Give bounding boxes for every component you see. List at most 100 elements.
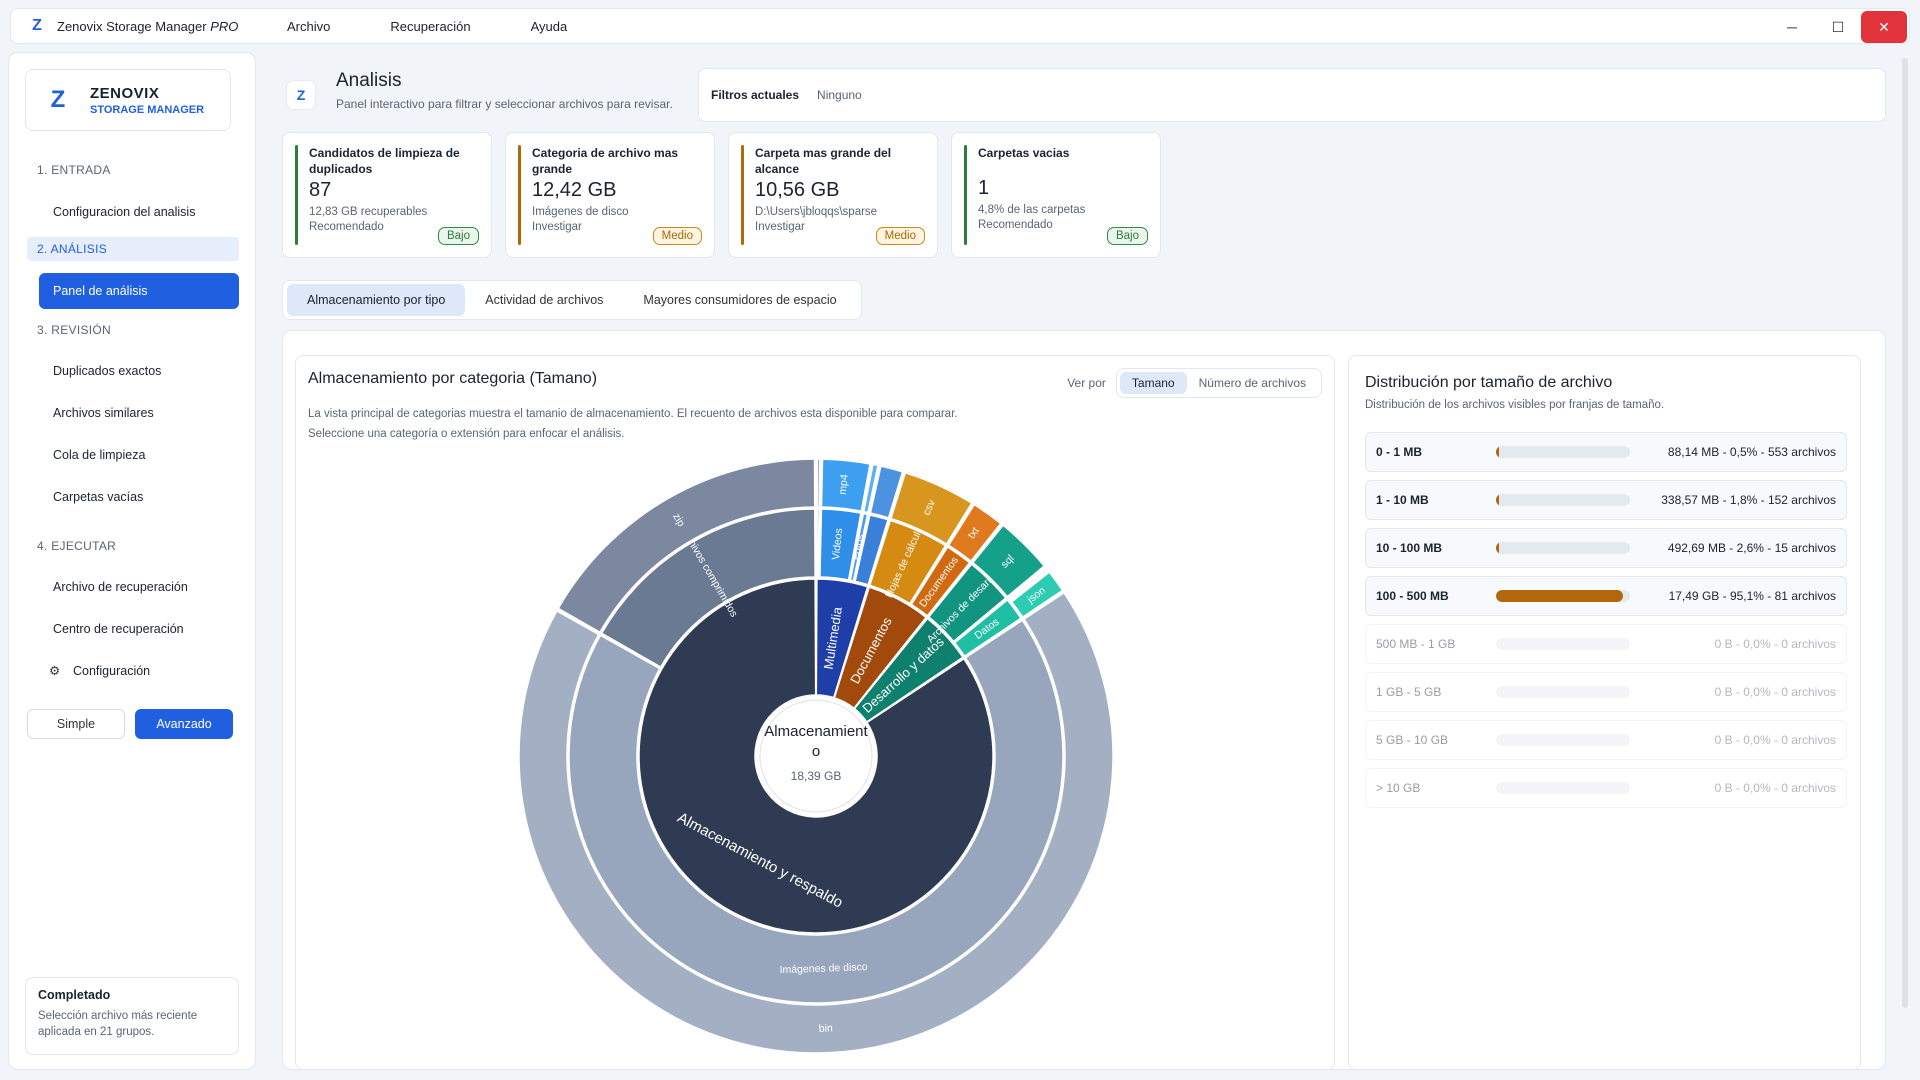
menu-archivo[interactable]: Archivo	[287, 18, 331, 34]
size-bucket-value: 0 B - 0,0% - 0 archivos	[1714, 733, 1836, 747]
sunburst-segment[interactable]	[854, 514, 889, 586]
sunburst-segment[interactable]	[953, 598, 1023, 658]
size-bucket-row[interactable]: 5 GB - 10 GB 0 B - 0,0% - 0 archivos	[1365, 720, 1847, 760]
sunburst-segment[interactable]	[1007, 567, 1049, 602]
sunburst-segment[interactable]	[910, 545, 971, 617]
kpi-recommendation: Recomendado	[309, 221, 384, 233]
kpi-card-largest-folder[interactable]: Carpeta mas grande del alcance 10,56 GB …	[728, 132, 938, 258]
view-by-count[interactable]: Número de archivos	[1198, 376, 1306, 390]
kpi-value: 87	[309, 179, 332, 201]
sunburst-segment[interactable]	[557, 458, 816, 634]
size-bucket-row[interactable]: > 10 GB 0 B - 0,0% - 0 archivos	[1365, 768, 1847, 808]
size-bucket-row[interactable]: 100 - 500 MB 17,49 GB - 95,1% - 81 archiv…	[1365, 576, 1847, 616]
sunburst-label: mp4	[837, 473, 851, 495]
sidebar-item-archivo-recuperacion[interactable]: Archivo de recuperación	[53, 580, 188, 594]
sidebar-item-centro-recuperacion[interactable]: Centro de recuperación	[53, 622, 184, 636]
sidebar-item-duplicados[interactable]: Duplicados exactos	[53, 364, 162, 378]
kpi-detail: 4,8% de las carpetas	[978, 204, 1086, 216]
distribution-title: Distribución por tamaño de archivo	[1365, 374, 1613, 391]
size-bucket-value: 492,69 MB - 2,6% - 15 archivos	[1667, 541, 1836, 555]
sunburst-segment[interactable]	[971, 524, 1046, 598]
sunburst-label: bin	[819, 1022, 834, 1035]
sunburst-segment[interactable]	[947, 503, 1002, 563]
storage-category-card: Almacenamiento por categoria (Tamano) La…	[295, 355, 1335, 1070]
sunburst-segment[interactable]	[816, 458, 821, 508]
distribution-subtitle: Distribución de los archivos visibles po…	[1365, 399, 1665, 411]
size-bucket-label: 500 MB - 1 GB	[1376, 637, 1456, 651]
app-title: Zenovix Storage Manager PRO	[57, 18, 239, 34]
size-bucket-bar	[1496, 782, 1630, 794]
size-bucket-label: 5 GB - 10 GB	[1376, 733, 1449, 747]
sunburst-segment[interactable]	[815, 578, 869, 699]
close-button[interactable]: ✕	[1861, 11, 1907, 43]
size-bucket-row[interactable]: 1 - 10 MB 338,57 MB - 1,8% - 152 archivos	[1365, 480, 1847, 520]
sunburst-segment[interactable]	[849, 512, 869, 582]
sunburst-center[interactable]	[759, 699, 873, 813]
filters-label: Filtros actuales	[711, 88, 800, 102]
status-description: Selección archivo más reciente aplicada …	[38, 1010, 198, 1038]
section-revision: 3. REVISIÓN	[37, 323, 111, 337]
size-bucket-value: 0 B - 0,0% - 0 archivos	[1714, 637, 1836, 651]
sunburst-label: Videos	[830, 528, 845, 561]
sunburst-segment[interactable]	[820, 458, 871, 513]
menu-recuperacion[interactable]: Recuperación	[390, 18, 471, 34]
sunburst-segment[interactable]	[927, 563, 1007, 643]
gear-icon: ⚙	[49, 664, 61, 678]
page-title: Analisis	[336, 70, 402, 91]
tab-top-consumers[interactable]: Mayores consumidores de espacio	[643, 293, 837, 307]
simple-mode-button[interactable]: Simple	[27, 709, 125, 739]
sunburst-segment[interactable]	[816, 508, 820, 578]
tab-storage-by-type[interactable]: Almacenamiento por tipo	[287, 284, 466, 316]
size-bucket-fill	[1496, 590, 1624, 602]
tab-file-activity[interactable]: Actividad de archivos	[485, 293, 604, 307]
kpi-title: Carpeta mas grande del alcance	[755, 146, 892, 176]
view-tabs: Almacenamiento por tipo Actividad de arc…	[282, 280, 862, 320]
kpi-card-empty-folders[interactable]: Carpetas vacias 1 4,8% de las carpetas R…	[951, 132, 1161, 258]
severity-badge: Bajo	[437, 227, 479, 245]
current-filters[interactable]: Filtros actuales Ninguno	[698, 68, 1886, 122]
minimize-button[interactable]: ─	[1787, 19, 1797, 35]
size-bucket-row[interactable]: 10 - 100 MB 492,69 MB - 2,6% - 15 archivo…	[1365, 528, 1847, 568]
sunburst-segment[interactable]	[1010, 571, 1064, 619]
sidebar-item-cola[interactable]: Cola de limpieza	[53, 448, 146, 462]
sunburst-segment[interactable]	[869, 465, 904, 519]
size-bucket-label: 10 - 100 MB	[1376, 541, 1443, 555]
view-by-size[interactable]: Tamano	[1119, 372, 1187, 394]
sidebar-item-configuracion[interactable]: ⚙ Configuración	[49, 664, 151, 678]
size-bucket-row[interactable]: 500 MB - 1 GB 0 B - 0,0% - 0 archivos	[1365, 624, 1847, 664]
maximize-button[interactable]: ☐	[1831, 18, 1845, 35]
sidebar-item-config[interactable]: Configuracion del analisis	[53, 205, 196, 219]
sunburst-segment[interactable]	[862, 463, 879, 514]
kpi-card-largest-category[interactable]: Categoria de archivo mas grande 12,42 GB…	[505, 132, 715, 258]
sunburst-segment[interactable]	[889, 471, 973, 546]
chart-title: Almacenamiento por categoria (Tamano)	[308, 370, 598, 387]
menu-ayuda[interactable]: Ayuda	[530, 18, 568, 34]
advanced-mode-button[interactable]: Avanzado	[135, 709, 233, 739]
size-bucket-label: 0 - 1 MB	[1376, 445, 1423, 459]
sunburst-segment[interactable]	[568, 619, 1064, 1004]
sunburst-segment[interactable]	[853, 617, 964, 724]
size-distribution-card: Distribución por tamaño de archivo Distr…	[1348, 355, 1861, 1070]
sunburst-segment[interactable]	[518, 591, 1114, 1054]
size-bucket-fill	[1496, 542, 1500, 554]
sidebar-item-panel[interactable]: Panel de análisis	[39, 273, 239, 309]
kpi-card-duplicates[interactable]: Candidatos de limpieza de duplicados 87 …	[282, 132, 492, 258]
size-bucket-value: 17,49 GB - 95,1% - 81 archivos	[1668, 589, 1836, 603]
sunburst-segment[interactable]	[868, 519, 947, 605]
size-bucket-row[interactable]: 0 - 1 MB 88,14 MB - 0,5% - 553 archivos	[1365, 432, 1847, 472]
kpi-detail: 12,83 GB recuperables	[309, 206, 428, 218]
section-entrada: 1. ENTRADA	[37, 163, 111, 177]
size-bucket-row[interactable]: 1 GB - 5 GB 0 B - 0,0% - 0 archivos	[1365, 672, 1847, 712]
sunburst-segment[interactable]	[833, 586, 928, 710]
size-bucket-bar	[1496, 590, 1630, 602]
size-bucket-bar	[1496, 734, 1630, 746]
size-bucket-bar	[1496, 686, 1630, 698]
sunburst-segment[interactable]	[600, 508, 816, 669]
scrollbar[interactable]	[1902, 58, 1908, 1008]
sunburst-segment[interactable]	[819, 508, 862, 581]
sunburst-segment[interactable]	[638, 578, 994, 934]
kpi-value: 10,56 GB	[755, 179, 840, 201]
sidebar-item-carpetas[interactable]: Carpetas vacías	[53, 490, 144, 504]
sidebar-item-similares[interactable]: Archivos similares	[53, 406, 154, 420]
